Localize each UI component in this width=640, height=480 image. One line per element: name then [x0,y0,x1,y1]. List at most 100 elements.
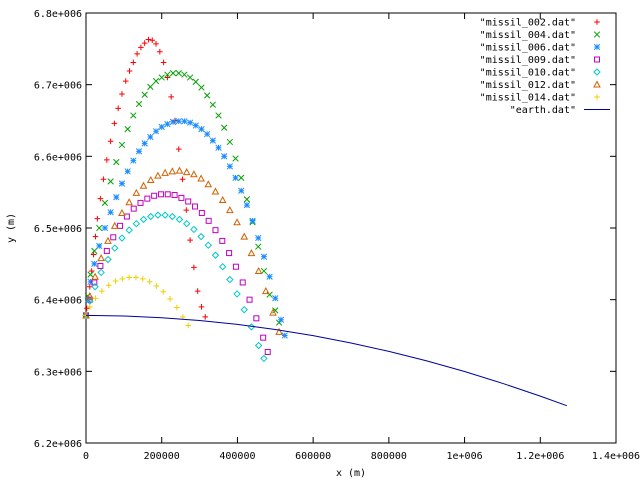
data-point [168,94,174,100]
data-point [153,283,160,289]
data-point [247,249,256,257]
data-point [125,226,133,234]
data-point [123,213,130,220]
x-tick-label: 1.4e+006 [592,451,640,462]
data-point [103,247,110,254]
data-point [233,218,241,226]
data-point [147,133,154,141]
data-point [240,232,249,240]
data-point [104,255,112,264]
data-point [105,282,112,289]
data-point [238,174,245,181]
data-point [118,234,126,242]
data-point [182,219,191,228]
data-point [125,198,133,206]
data-point [174,304,180,311]
data-point [85,292,94,300]
series-layer [82,36,567,407]
data-point [161,211,169,219]
data-point [240,305,248,314]
data-point [179,176,186,183]
data-point [593,68,601,76]
data-point [141,140,148,147]
data-point [178,194,185,201]
data-point [169,70,177,77]
data-point [164,191,171,198]
data-point [157,191,164,198]
data-point [226,250,233,257]
data-point [185,322,192,329]
data-point [112,278,119,284]
data-point [133,274,139,281]
data-point [118,180,126,187]
data-point [132,188,141,196]
series-line [85,314,567,407]
legend-entry-label: "missil_006.dat" [480,43,576,54]
data-point [124,125,131,133]
data-point [158,74,165,81]
y-tick-label: 6.4e+006 [34,296,82,307]
data-point [255,243,262,250]
series-1 [82,70,283,326]
data-point [137,199,144,206]
x-tick-label: 0 [83,451,89,462]
data-point [104,157,110,163]
data-point [204,241,212,249]
data-point [211,187,220,195]
data-point [149,37,156,44]
data-point [197,174,205,182]
data-point [132,219,141,228]
data-point [226,163,234,170]
data-point [175,166,184,174]
data-point [190,170,198,178]
x-tick-label: 1e+006 [447,451,483,462]
x-tick-label: 200000 [144,451,180,462]
data-point [130,112,137,119]
data-point [254,266,263,274]
data-point [161,168,169,176]
x-axis-label: x (m) [336,468,366,479]
legend-entry-label: "earth.dat" [510,105,576,116]
data-point [243,196,251,203]
data-point [160,59,167,66]
data-point [221,153,228,160]
data-point [198,125,205,133]
data-point [152,77,160,85]
data-point [232,174,239,181]
series-7 [85,314,567,407]
data-point [190,225,198,234]
data-point [186,119,194,126]
data-point [138,44,144,51]
data-point [97,254,105,262]
data-point [181,118,188,125]
data-point [87,278,94,285]
y-tick-label: 6.8e+006 [34,9,82,20]
data-point [154,171,162,179]
data-point [594,94,600,100]
y-tick-label: 6.6e+006 [34,152,82,163]
data-point [226,275,234,284]
data-point [198,84,205,91]
legend-entry-label: "missil_010.dat" [480,68,576,79]
data-point [233,290,241,298]
data-point [175,70,182,77]
legend-entry-label: "missil_014.dat" [480,93,576,104]
data-point [275,327,283,335]
data-point [186,74,194,81]
data-point [119,91,125,97]
data-point [264,348,271,355]
data-point [101,199,109,207]
data-point [110,234,117,241]
data-point [152,128,160,135]
data-point [219,237,226,244]
x-tick-label: 400000 [219,451,255,462]
data-point [160,288,167,295]
data-point [158,123,165,131]
y-tick-label: 6.7e+006 [34,81,82,92]
data-point [134,51,140,57]
data-point [126,68,133,74]
data-point [260,267,268,275]
data-point [157,48,163,55]
data-point [107,178,114,185]
